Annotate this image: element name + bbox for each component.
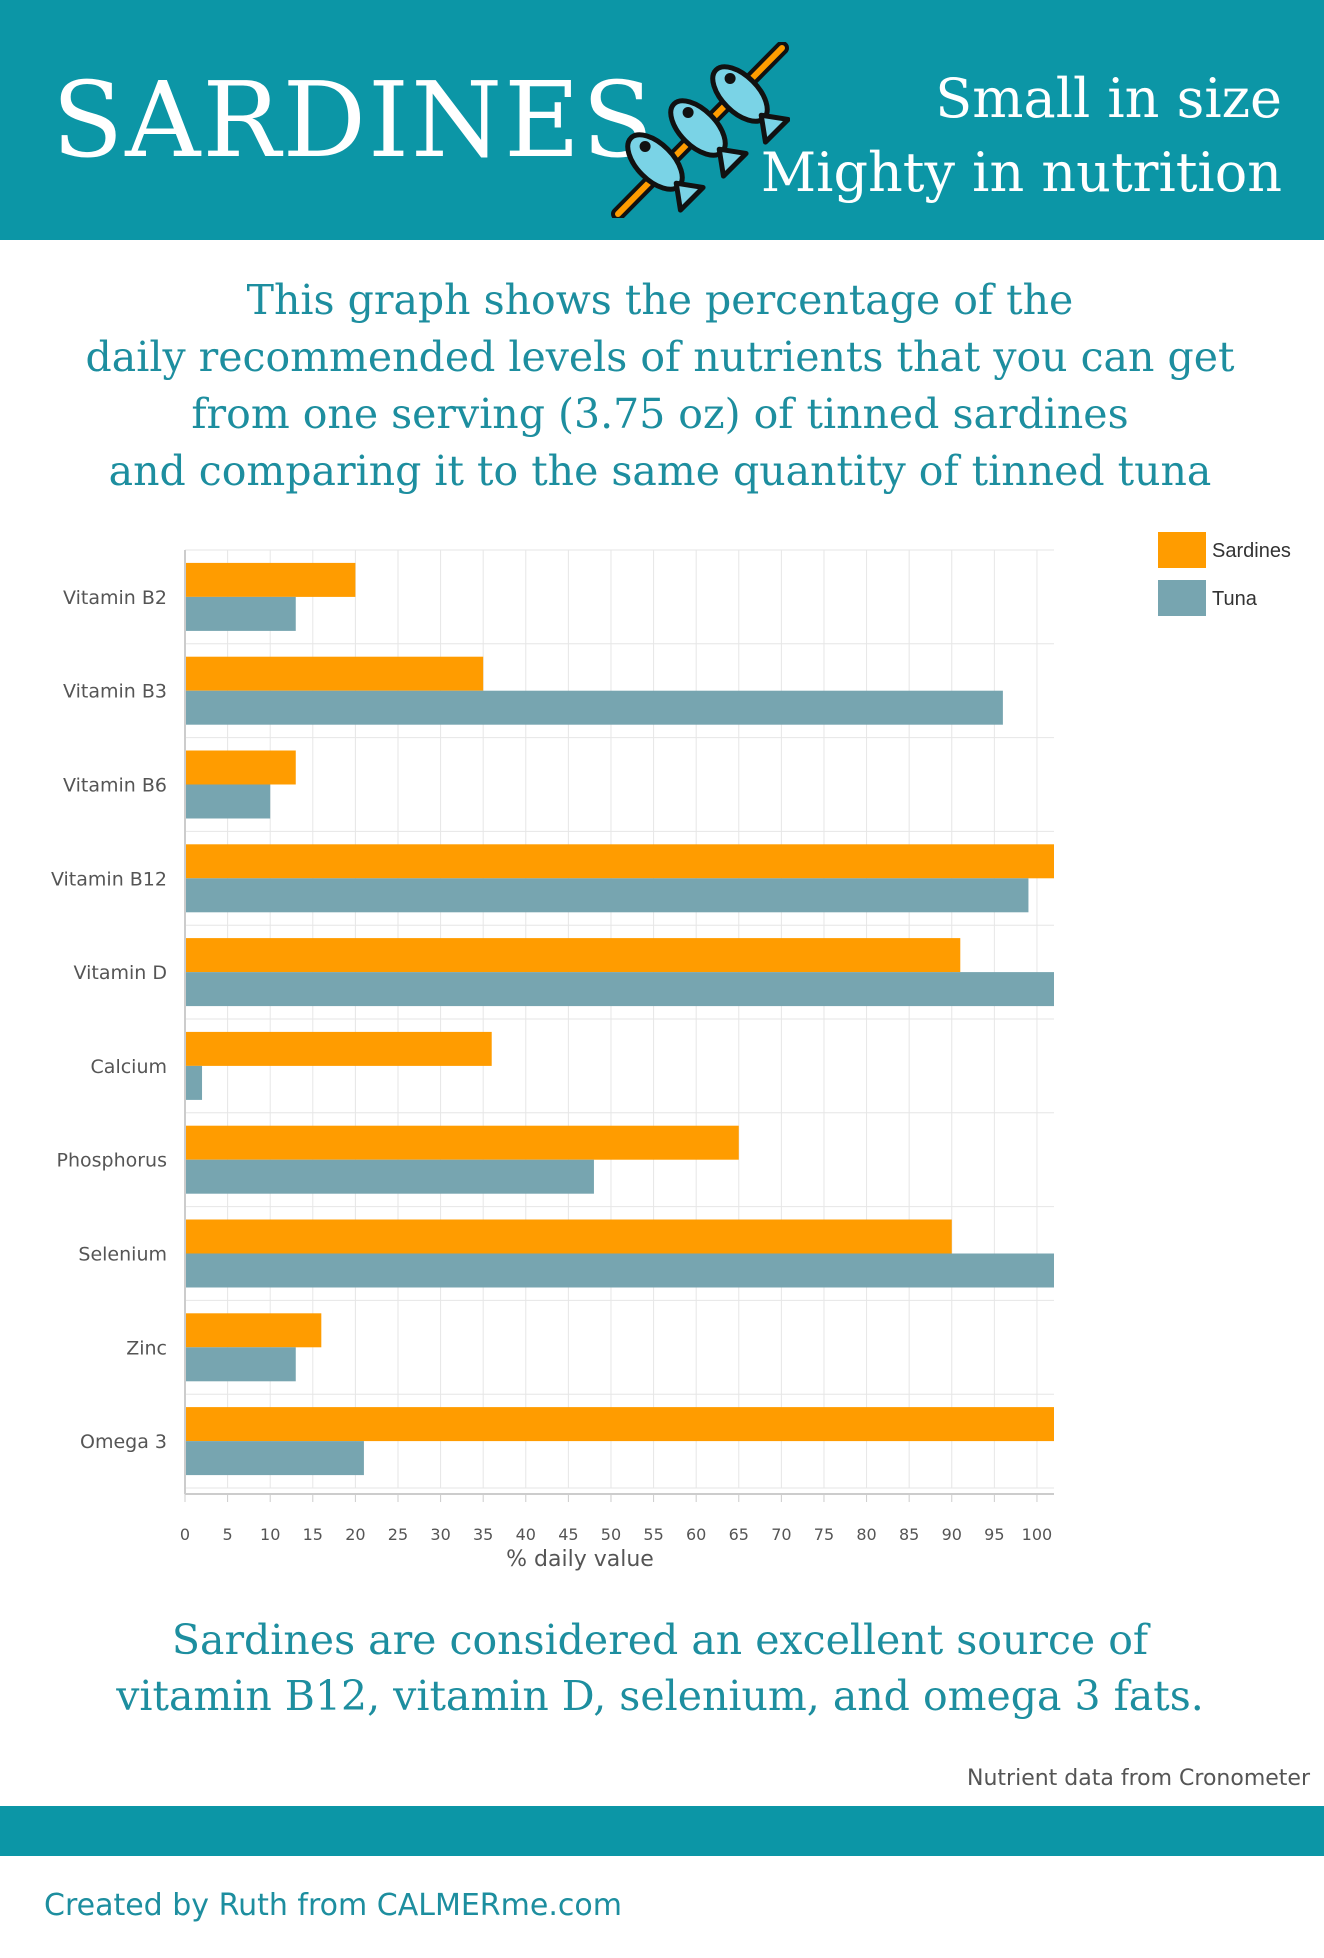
footer-band	[0, 1806, 1324, 1856]
bar-sardines-omega-3	[185, 1407, 1054, 1442]
page-title: SARDINES	[52, 59, 656, 181]
x-tick-label: 40	[516, 1525, 536, 1544]
x-tick-label: 5	[223, 1525, 233, 1544]
bar-sardines-vitamin-b2	[185, 562, 356, 597]
x-tick-label: 55	[643, 1525, 663, 1544]
x-tick-label: 50	[601, 1525, 621, 1544]
bar-sardines-vitamin-b3	[185, 656, 484, 691]
bar-sardines-vitamin-b6	[185, 750, 296, 785]
bar-sardines-vitamin-d	[185, 938, 961, 973]
bar-sardines-vitamin-b12	[185, 844, 1054, 879]
x-tick-label: 65	[729, 1525, 749, 1544]
intro-line-1: This graph shows the percentage of the	[246, 276, 1074, 324]
bar-tuna-vitamin-b12	[185, 878, 1029, 913]
x-tick-label: 90	[942, 1525, 962, 1544]
x-tick-label: 25	[388, 1525, 408, 1544]
intro-line-2: daily recommended levels of nutrients th…	[85, 333, 1235, 381]
bar-sardines-phosphorus	[185, 1125, 739, 1160]
x-axis-title: % daily value	[506, 1547, 654, 1572]
x-tick-label: 45	[558, 1525, 578, 1544]
legend-label-tuna: Tuna	[1212, 588, 1258, 610]
x-tick-label: 10	[260, 1525, 280, 1544]
x-tick-label: 75	[814, 1525, 834, 1544]
intro-line-4: and comparing it to the same quantity of…	[108, 447, 1212, 495]
tagline-line-1: Small in size	[935, 67, 1282, 130]
tagline: Small in size Mighty in nutrition	[761, 62, 1282, 210]
bar-tuna-vitamin-b2	[185, 596, 296, 631]
intro-text: This graph shows the percentage of the d…	[60, 272, 1260, 500]
bar-sardines-zinc	[185, 1313, 322, 1348]
bar-tuna-zinc	[185, 1347, 296, 1382]
legend-swatch-tuna	[1158, 580, 1206, 616]
x-tick-label: 100	[1022, 1525, 1053, 1544]
source-note: Nutrient data from Cronometer	[967, 1766, 1310, 1791]
category-label: Vitamin B3	[63, 681, 167, 703]
x-tick-label: 70	[771, 1525, 791, 1544]
credit-link[interactable]: Created by Ruth from CALMERme.com	[44, 1888, 622, 1923]
bar-tuna-vitamin-d	[185, 972, 1054, 1007]
bar-sardines-calcium	[185, 1031, 492, 1066]
x-tick-label: 60	[686, 1525, 706, 1544]
legend-swatch-sardines	[1158, 532, 1206, 568]
category-label: Vitamin B6	[63, 775, 167, 797]
x-tick-label: 85	[899, 1525, 919, 1544]
x-tick-label: 95	[984, 1525, 1004, 1544]
category-label: Selenium	[78, 1244, 167, 1266]
category-label: Zinc	[126, 1337, 167, 1359]
legend-label-sardines: Sardines	[1212, 540, 1291, 562]
category-label: Calcium	[91, 1056, 167, 1078]
bar-tuna-vitamin-b3	[185, 690, 1003, 725]
category-label: Omega 3	[80, 1431, 167, 1453]
tagline-line-2: Mighty in nutrition	[760, 141, 1282, 204]
bar-tuna-omega-3	[185, 1441, 364, 1476]
x-tick-label: 20	[345, 1525, 365, 1544]
bar-tuna-calcium	[185, 1065, 203, 1100]
category-label: Vitamin B2	[63, 587, 167, 609]
category-label: Vitamin D	[74, 962, 167, 984]
fish-skewer-icon	[611, 42, 790, 218]
category-label: Phosphorus	[56, 1150, 167, 1172]
x-tick-label: 30	[430, 1525, 450, 1544]
category-label: Vitamin B12	[51, 868, 167, 890]
conclusion-line-2: vitamin B12, vitamin D, selenium, and om…	[116, 1672, 1204, 1720]
conclusion-text: Sardines are considered an excellent sou…	[60, 1612, 1260, 1724]
x-tick-label: 0	[180, 1525, 190, 1544]
x-tick-label: 35	[473, 1525, 493, 1544]
x-tick-label: 15	[303, 1525, 323, 1544]
bar-sardines-selenium	[185, 1219, 952, 1254]
x-tick-label: 80	[856, 1525, 876, 1544]
bar-tuna-phosphorus	[185, 1159, 594, 1194]
bar-tuna-selenium	[185, 1253, 1054, 1288]
bar-tuna-vitamin-b6	[185, 784, 271, 819]
nutrient-bar-chart: Vitamin B2 Vitamin B3 Vitamin B6 Vitamin B1…	[51, 532, 1291, 1572]
intro-line-3: from one serving (3.75 oz) of tinned sar…	[191, 390, 1129, 438]
header-band	[0, 0, 1324, 240]
conclusion-line-1: Sardines are considered an excellent sou…	[171, 1616, 1149, 1664]
